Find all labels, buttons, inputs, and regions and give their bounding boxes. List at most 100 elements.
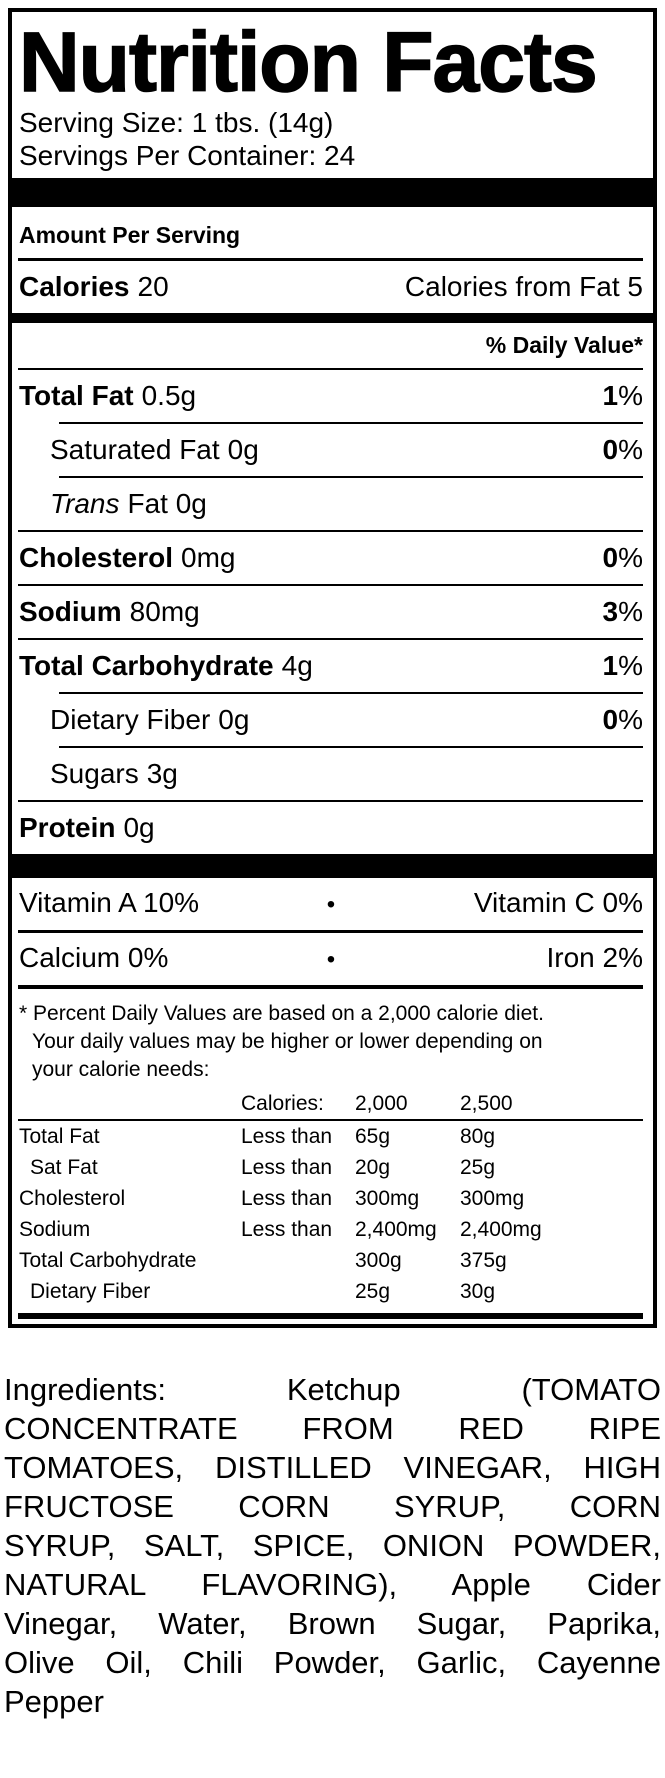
row-label: Dietary Fiber xyxy=(30,1280,151,1303)
nutrient-row-saturated-fat: Saturated Fat 0g 0% xyxy=(12,424,653,476)
row-value-2000: 300mg xyxy=(355,1187,420,1210)
vitamin-c: Vitamin C 0% xyxy=(473,887,643,918)
ingredients-line: CONCENTRATE FROM RED RIPE xyxy=(4,1411,661,1446)
dv-percent-sign: % xyxy=(618,596,643,627)
daily-value-footnote: * Percent Daily Values are based on a 2,… xyxy=(12,989,653,1084)
dv-percent-sign: % xyxy=(618,650,643,681)
calcium: Calcium 0% xyxy=(19,942,169,973)
table-row: Sodium Less than 2,400mg 2,400mg xyxy=(19,1214,643,1245)
ingredients-line: NATURAL FLAVORING), Apple Cider xyxy=(4,1567,661,1602)
ingredients-line: Vinegar, Water, Brown Sugar, Paprika, xyxy=(4,1606,661,1641)
ingredients-line: Pepper xyxy=(4,1684,104,1719)
nutrient-row-sugars: Sugars 3g xyxy=(12,748,653,800)
nutrient-dv: 1% xyxy=(603,651,643,681)
row-value-2500: 375g xyxy=(460,1249,507,1272)
nutrient-amount: Fat 0g xyxy=(127,488,207,519)
nutrient-label: Sugars xyxy=(50,758,139,789)
row-value-2500: 2,400mg xyxy=(460,1218,542,1241)
divider xyxy=(59,746,643,748)
bullet-separator: • xyxy=(326,891,336,918)
nutrient-label: Total Fat xyxy=(19,380,134,411)
nutrient-row-sodium: Sodium 80mg 3% xyxy=(12,586,653,638)
divider xyxy=(18,1313,643,1319)
nutrient-amount: 80mg xyxy=(129,596,200,627)
row-value-2500: 80g xyxy=(460,1125,496,1148)
divider xyxy=(18,985,643,989)
nutrient-amount: 0mg xyxy=(181,542,236,573)
row-qualifier xyxy=(241,1245,355,1276)
col-2500-header: 2,500 xyxy=(460,1092,513,1115)
nutrient-row-trans-fat: Trans Fat 0g xyxy=(12,478,653,530)
divider xyxy=(59,692,643,694)
nutrition-facts-label: Nutrition Facts Serving Size: 1 tbs. (14… xyxy=(8,8,657,1328)
row-label: Sodium xyxy=(19,1218,91,1241)
row-value-2000: 2,400mg xyxy=(355,1218,437,1241)
ingredients-line: SYRUP, SALT, SPICE, ONION POWDER, xyxy=(4,1528,661,1563)
table-row: Total Fat Less than 65g 80g xyxy=(19,1121,643,1152)
daily-value-header: % Daily Value* xyxy=(485,332,643,358)
bullet-separator: • xyxy=(326,946,336,973)
table-row: Dietary Fiber 25g 30g xyxy=(19,1276,643,1307)
nutrient-label: Dietary Fiber xyxy=(50,704,211,735)
footnote-line: * Percent Daily Values are based on a 2,… xyxy=(19,1002,544,1025)
row-label: Total Fat xyxy=(19,1125,100,1148)
nutrient-label-group: Dietary Fiber 0g xyxy=(50,705,249,735)
vitamin-row-1: Vitamin A 10% • Vitamin C 0% xyxy=(12,878,653,930)
nutrient-label-group: Total Fat 0.5g xyxy=(19,381,196,411)
nutrient-label: Sodium xyxy=(19,596,122,627)
calories-from-fat: Calories from Fat 5 xyxy=(404,271,643,302)
nutrient-row-protein: Protein 0g xyxy=(12,802,653,854)
empty-cell xyxy=(19,1088,241,1119)
dv-number: 0 xyxy=(602,704,619,735)
nutrient-label: Saturated Fat xyxy=(50,434,220,465)
table-row: Cholesterol Less than 300mg 300mg xyxy=(19,1183,643,1214)
ingredients-line: FRUCTOSE CORN SYRUP, CORN xyxy=(4,1489,661,1524)
nutrient-row-dietary-fiber: Dietary Fiber 0g 0% xyxy=(12,694,653,746)
dv-percent-sign: % xyxy=(618,542,643,573)
footnote-line: your calorie needs: xyxy=(32,1058,210,1081)
nutrient-label-group: Sodium 80mg xyxy=(19,597,200,627)
calories-row: Calories 20 Calories from Fat 5 xyxy=(12,261,653,313)
divider xyxy=(18,368,643,370)
servings-per-container: Servings Per Container: 24 xyxy=(19,140,356,171)
thick-bar xyxy=(12,854,653,878)
row-value-2500: 30g xyxy=(460,1280,496,1303)
row-value-2000: 25g xyxy=(355,1280,391,1303)
footnote-table-header: Calories: 2,000 2,500 xyxy=(19,1088,643,1119)
row-value-2500: 300mg xyxy=(460,1187,525,1210)
calories-col-header: Calories: xyxy=(241,1092,324,1115)
serving-size: Serving Size: 1 tbs. (14g) xyxy=(19,107,334,138)
dv-percent-sign: % xyxy=(618,434,643,465)
nutrient-label-group: Sugars 3g xyxy=(50,759,178,789)
row-qualifier: Less than xyxy=(241,1156,333,1179)
row-qualifier: Less than xyxy=(241,1125,333,1148)
col-2000-header: 2,000 xyxy=(355,1092,408,1115)
dv-number: 3 xyxy=(602,596,619,627)
dv-number: 1 xyxy=(602,380,619,411)
iron: Iron 2% xyxy=(546,942,644,973)
nutrient-amount: 0g xyxy=(227,434,259,465)
nutrient-label-group: Cholesterol 0mg xyxy=(19,543,236,573)
vitamin-a: Vitamin A 10% xyxy=(19,887,200,918)
calories-value: 20 xyxy=(137,271,169,302)
row-label: Cholesterol xyxy=(19,1187,126,1210)
row-value-2000: 65g xyxy=(355,1125,391,1148)
row-value-2000: 300g xyxy=(355,1249,402,1272)
nutrient-row-total-carbohydrate: Total Carbohydrate 4g 1% xyxy=(12,640,653,692)
label-title: Nutrition Facts xyxy=(18,15,598,109)
nutrient-dv: 0% xyxy=(603,705,643,735)
nutrient-dv: 1% xyxy=(603,381,643,411)
nutrient-label: Total Carbohydrate xyxy=(19,650,274,681)
nutrient-label-group: Protein 0g xyxy=(19,813,155,843)
footnote-table-body: Total Fat Less than 65g 80g Sat Fat Less… xyxy=(12,1121,653,1307)
calories-label-group: Calories 20 xyxy=(19,272,169,302)
row-qualifier: Less than xyxy=(241,1218,333,1241)
nutrient-amount: 3g xyxy=(146,758,178,789)
divider xyxy=(18,530,643,532)
table-row: Sat Fat Less than 20g 25g xyxy=(19,1152,643,1183)
thick-bar xyxy=(12,178,653,207)
row-label: Total Carbohydrate xyxy=(19,1249,197,1272)
divider xyxy=(59,476,643,478)
nutrient-label-group: Trans Fat 0g xyxy=(50,489,207,519)
dv-percent-sign: % xyxy=(618,380,643,411)
